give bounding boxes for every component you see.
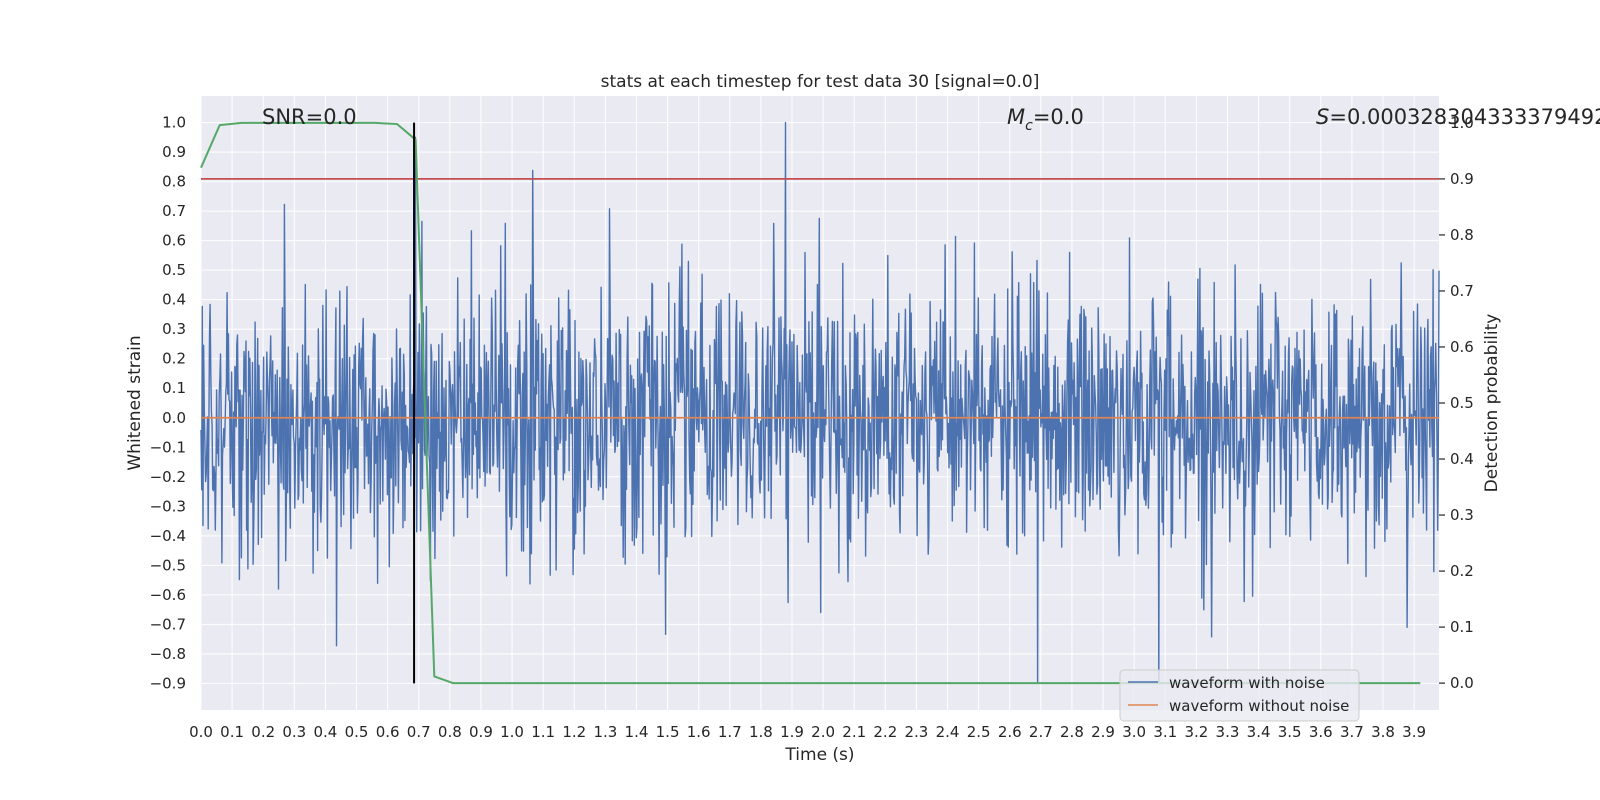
y-tick-label: −0.5: [150, 556, 186, 574]
x-tick-label: 2.3: [904, 723, 928, 741]
x-tick-label: 3.5: [1278, 723, 1302, 741]
s-annotation: S=0.0003283043333794928: [1316, 105, 1600, 129]
x-tick-label: 2.8: [1060, 723, 1084, 741]
x-tick-label: 1.7: [718, 723, 742, 741]
noisy-waveform-line: [200, 121, 1440, 685]
x-tick-label: 3.3: [1216, 723, 1240, 741]
legend-box: [1119, 669, 1360, 722]
x-tick-label: 1.3: [593, 723, 617, 741]
y-tick-label: 0.4: [162, 291, 186, 309]
y2-tick-label: 0.1: [1450, 618, 1474, 636]
y-tick-label: 1.0: [162, 114, 186, 132]
x-tick-label: 2.7: [1029, 723, 1053, 741]
x-tick-label: 1.6: [687, 723, 711, 741]
x-tick-label: 3.7: [1340, 723, 1364, 741]
y2-axis-ticks: 1.0 0.9 0.8 0.7 0.6 0.5 0.4 0.3 0.2 0.1 0.0: [1439, 114, 1474, 692]
x-tick-label: 1.4: [625, 723, 649, 741]
x-tick-label: 1.1: [531, 723, 555, 741]
chart-title: stats at each timestep for test data 30 …: [601, 72, 1040, 92]
x-tick-label: 2.2: [873, 723, 897, 741]
x-tick-label: 0.4: [313, 723, 337, 741]
x-tick-label: 0.6: [376, 723, 400, 741]
x-tick-label: 0.5: [345, 723, 369, 741]
x-tick-label: 1.5: [656, 723, 680, 741]
y-tick-label: 0.6: [162, 232, 186, 250]
y-tick-label: 0.1: [162, 379, 186, 397]
x-tick-label: 1.8: [749, 723, 773, 741]
y-tick-label: −0.1: [150, 438, 186, 456]
x-tick-label: 1.2: [562, 723, 586, 741]
y-tick-label: −0.8: [150, 645, 186, 663]
y-tick-label: −0.2: [150, 468, 186, 486]
legend: waveform with noise waveform without noi…: [1119, 669, 1360, 722]
x-tick-label: 1.0: [500, 723, 524, 741]
y-tick-label: 0.7: [162, 202, 186, 220]
y2-tick-label: 0.3: [1450, 506, 1474, 524]
x-tick-label: 0.8: [438, 723, 462, 741]
y-tick-label: 0.2: [162, 350, 186, 368]
y2-tick-label: 1.0: [1450, 114, 1474, 132]
y2-tick-label: 0.5: [1450, 394, 1474, 412]
y-tick-label: 0.9: [162, 143, 186, 161]
y2-axis-label: Detection probability: [1482, 314, 1502, 493]
y2-tick-label: 0.4: [1450, 450, 1474, 468]
y2-tick-label: 0.7: [1450, 282, 1474, 300]
x-tick-label: 2.5: [967, 723, 991, 741]
y-tick-label: −0.7: [150, 615, 186, 633]
x-axis-ticks: 0.0 0.1 0.2 0.3 0.4 0.5 0.6 0.7 0.8 0.9 1.0 1.1 1.2 1…: [189, 723, 1426, 741]
chirp-mass-value: =0.0: [1033, 105, 1084, 129]
snr-annotation: SNR=0.0: [262, 105, 357, 129]
x-tick-label: 3.4: [1247, 723, 1271, 741]
detection-probability-line: [200, 121, 1421, 685]
y2-tick-label: 0.6: [1450, 338, 1474, 356]
x-axis-label: Time (s): [784, 745, 854, 765]
x-tick-label: 0.9: [469, 723, 493, 741]
x-tick-label: 0.0: [189, 723, 213, 741]
x-tick-label: 3.6: [1309, 723, 1333, 741]
y-tick-label: −0.9: [150, 674, 186, 692]
chirp-mass-subscript: c: [1025, 118, 1033, 134]
y-tick-label: 0.8: [162, 173, 186, 191]
y2-tick-label: 0.8: [1450, 226, 1474, 244]
x-tick-label: 2.4: [936, 723, 960, 741]
noisy-waveform-series: [200, 121, 1440, 685]
y2-tick-label: 0.9: [1450, 170, 1474, 188]
y-tick-label: −0.3: [150, 497, 186, 515]
x-tick-label: 0.7: [407, 723, 431, 741]
chirp-mass-symbol: M: [1007, 105, 1025, 129]
y2-tick-label: 0.2: [1450, 562, 1474, 580]
x-tick-label: 2.1: [842, 723, 866, 741]
x-tick-label: 0.2: [251, 723, 275, 741]
s-value: =0.0003283043333794928: [1329, 105, 1600, 129]
x-tick-label: 0.1: [220, 723, 244, 741]
legend-label-clean: waveform without noise: [1169, 697, 1349, 715]
y2-tick-label: 0.0: [1450, 674, 1474, 692]
x-tick-label: 3.2: [1184, 723, 1208, 741]
x-tick-label: 3.9: [1402, 723, 1426, 741]
chirp-mass-annotation: Mc=0.0: [1007, 105, 1084, 134]
y-tick-label: 0.0: [162, 409, 186, 427]
x-tick-label: 2.6: [998, 723, 1022, 741]
x-tick-label: 2.0: [811, 723, 835, 741]
line-series-group: [200, 121, 1439, 685]
y-axis-label: Whitened strain: [125, 335, 145, 470]
x-tick-label: 2.9: [1091, 723, 1115, 741]
y-tick-label: 0.5: [162, 261, 186, 279]
x-tick-label: 3.8: [1371, 723, 1395, 741]
y-tick-label: 0.3: [162, 320, 186, 338]
x-tick-label: 3.0: [1122, 723, 1146, 741]
y-tick-label: −0.4: [150, 527, 186, 545]
x-tick-label: 1.9: [780, 723, 804, 741]
y-axis-ticks: 1.0 0.9 0.8 0.7 0.6 0.5 0.4 0.3 0.2 0.1 0.0 −0.1 −0.…: [150, 114, 186, 693]
legend-label-noisy: waveform with noise: [1169, 674, 1325, 692]
x-tick-label: 0.3: [282, 723, 306, 741]
s-symbol: S: [1316, 105, 1329, 129]
x-tick-label: 3.1: [1153, 723, 1177, 741]
y-tick-label: −0.6: [150, 586, 186, 604]
